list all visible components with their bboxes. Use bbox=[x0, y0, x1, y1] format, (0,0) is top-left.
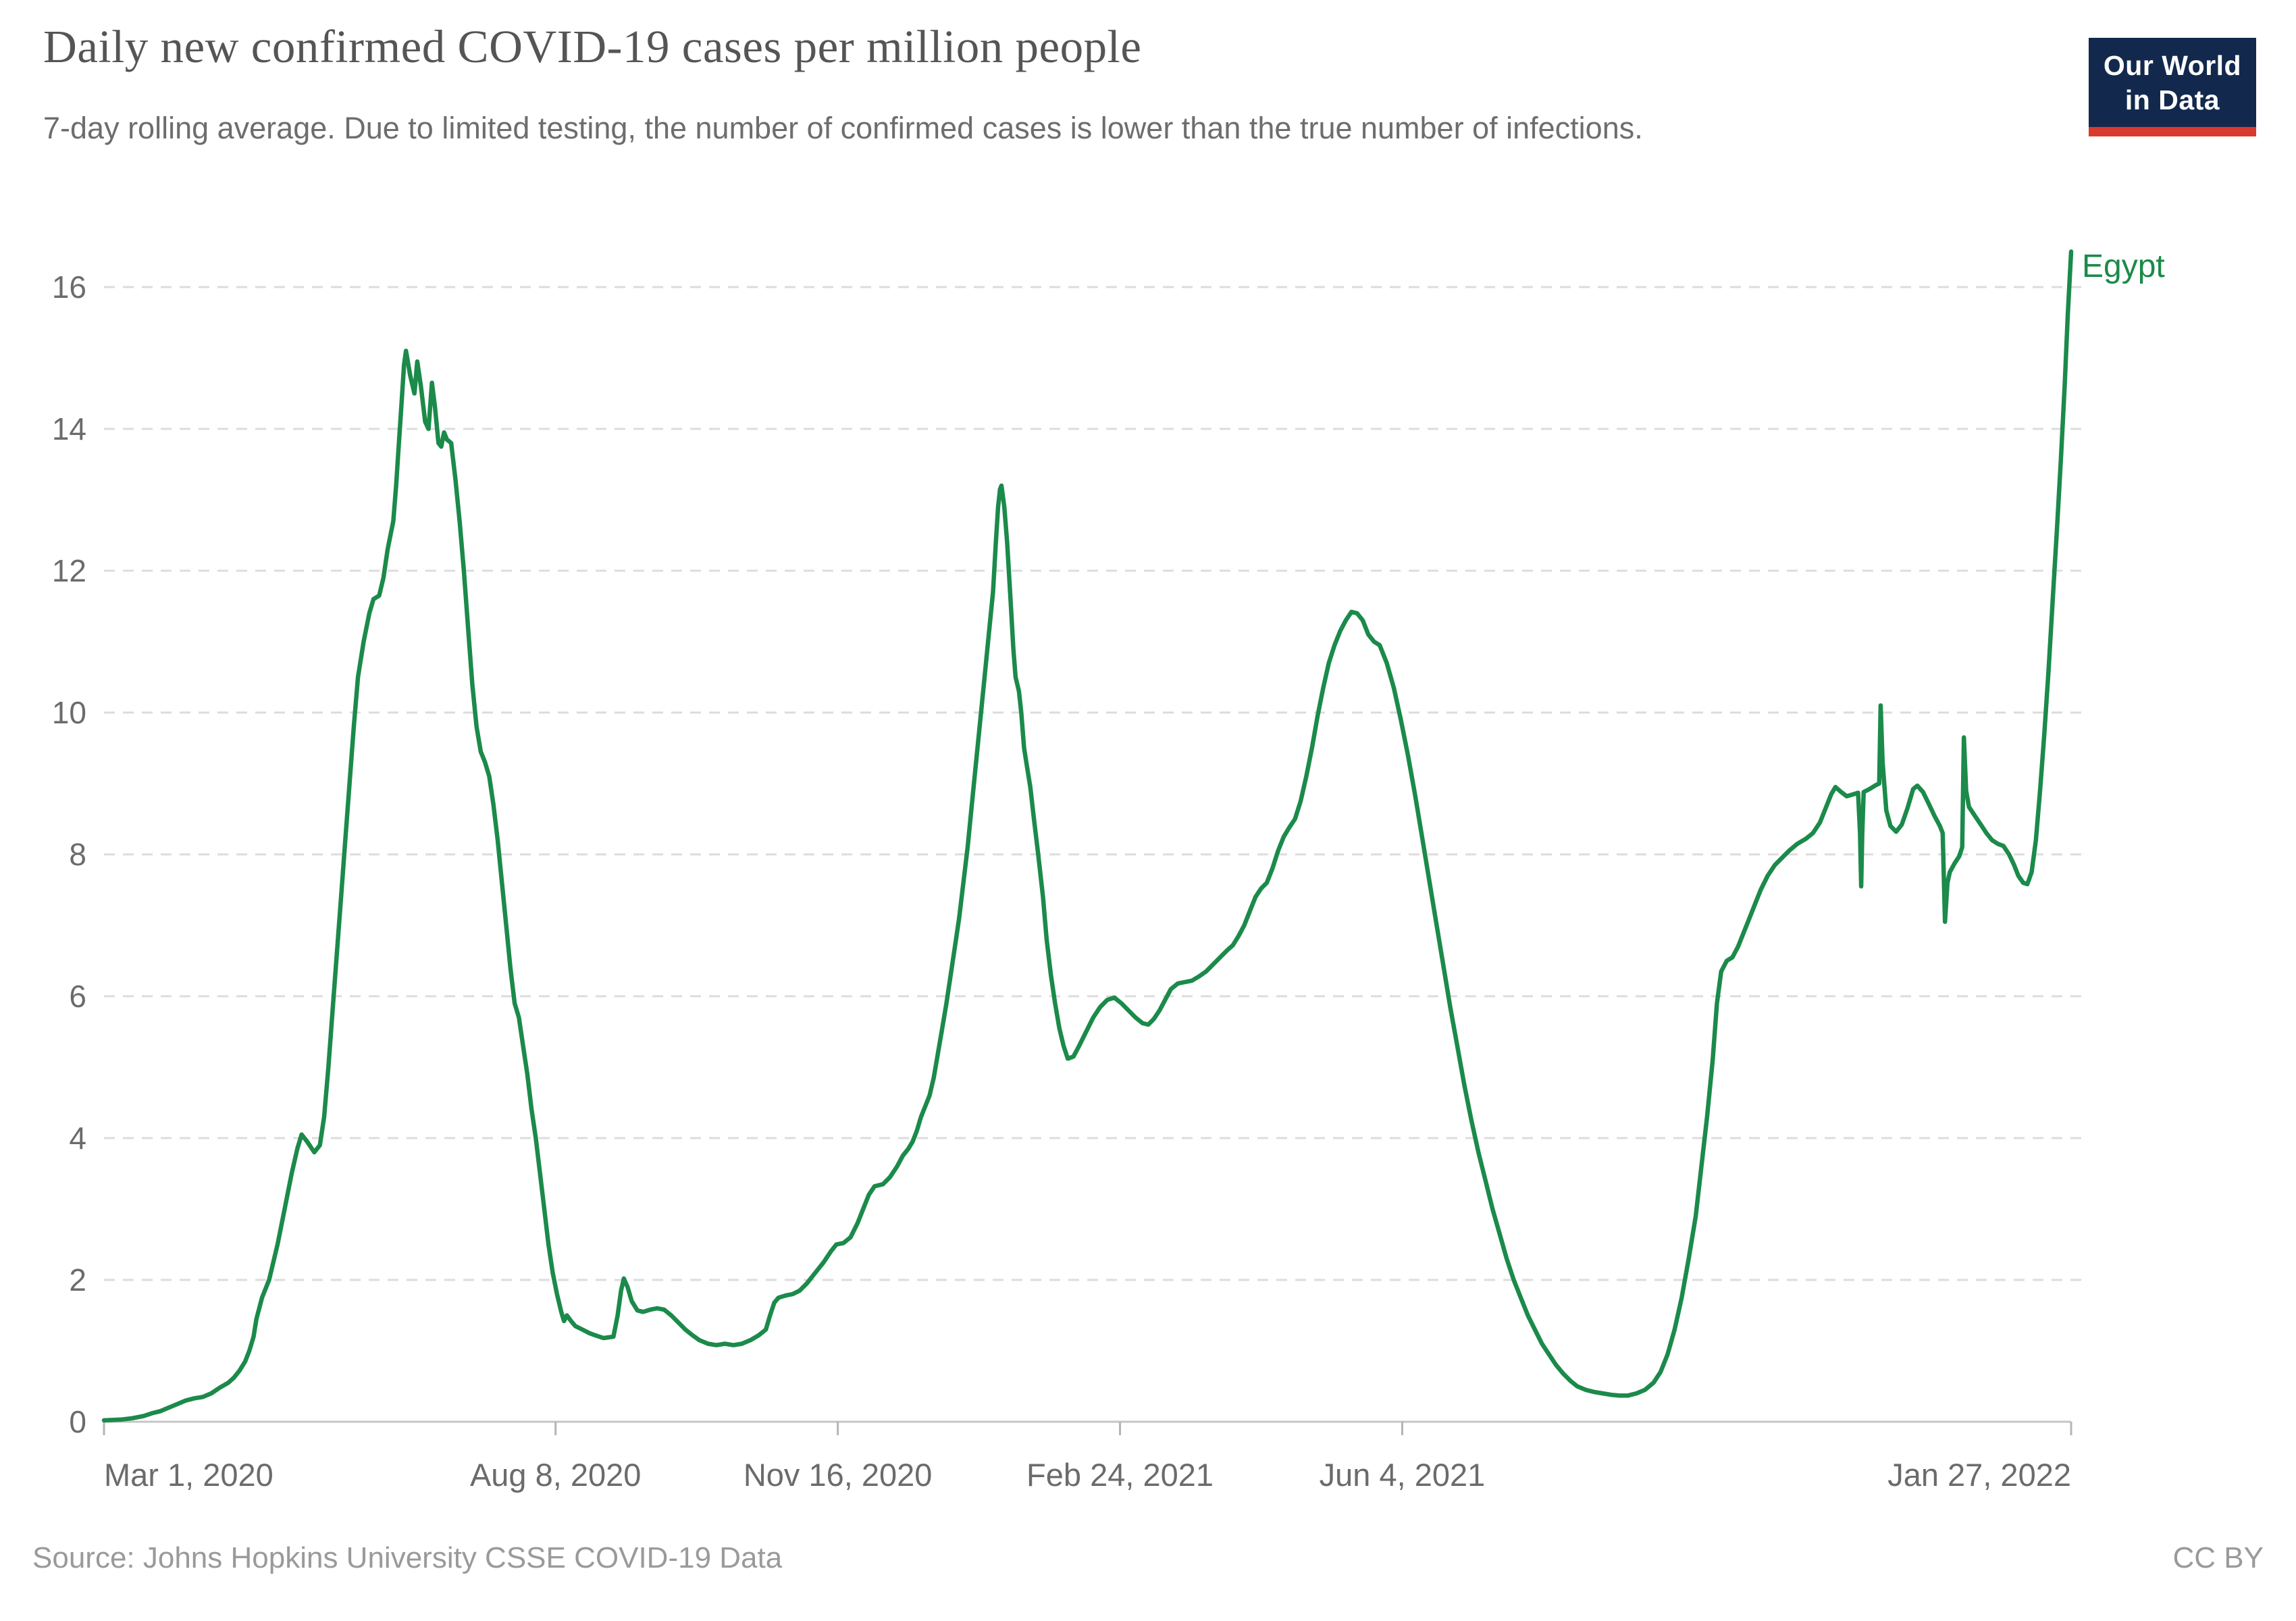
y-axis-label-2: 2 bbox=[69, 1262, 86, 1297]
series-line-egypt bbox=[101, 249, 2074, 1423]
x-axis-label: Jan 27, 2022 bbox=[1887, 1457, 2071, 1493]
chart-footer: Source: Johns Hopkins University CSSE CO… bbox=[32, 1541, 2264, 1575]
y-axis-label-10: 10 bbox=[52, 695, 86, 730]
x-axis-label: Nov 16, 2020 bbox=[743, 1457, 933, 1493]
y-axis-label-12: 12 bbox=[52, 553, 86, 588]
license-badge[interactable]: CC BY bbox=[2172, 1541, 2264, 1574]
chart-subtitle: 7-day rolling average. Due to limited te… bbox=[43, 111, 1643, 145]
owid-logo-text-line1: Our World bbox=[2103, 50, 2242, 81]
chart-title: Daily new confirmed COVID-19 cases per m… bbox=[43, 21, 1142, 72]
y-axis-label-0: 0 bbox=[69, 1404, 86, 1439]
source-note: Source: Johns Hopkins University CSSE CO… bbox=[32, 1541, 783, 1574]
y-axis-label-14: 14 bbox=[52, 411, 86, 446]
y-axis-label-8: 8 bbox=[69, 837, 86, 872]
y-axis-label-4: 4 bbox=[69, 1121, 86, 1156]
entity-label[interactable]: Egypt bbox=[2082, 249, 2165, 284]
owid-logo-text-line2: in Data bbox=[2124, 84, 2220, 115]
owid-logo[interactable]: Our World in Data bbox=[2089, 38, 2256, 136]
x-axis-label: Mar 1, 2020 bbox=[104, 1457, 273, 1493]
y-axis-label-6: 6 bbox=[69, 979, 86, 1014]
x-axis-label: Jun 4, 2021 bbox=[1320, 1457, 1486, 1493]
y-axis-label-16: 16 bbox=[52, 269, 86, 305]
x-axis-label: Feb 24, 2021 bbox=[1026, 1457, 1214, 1493]
x-axis-label: Aug 8, 2020 bbox=[470, 1457, 642, 1493]
